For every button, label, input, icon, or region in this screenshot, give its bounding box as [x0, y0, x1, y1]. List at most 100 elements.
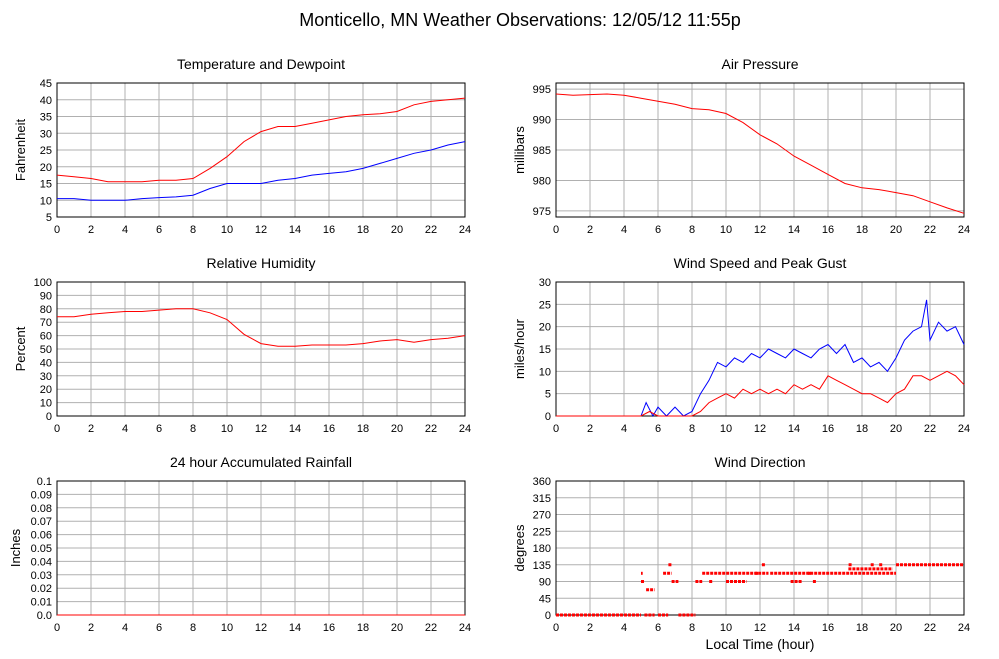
humidity-ytick-label: 50: [40, 344, 52, 356]
temp-xtick-label: 14: [289, 224, 301, 236]
temp-xtick-label: 20: [391, 224, 403, 236]
rain-xtick-label: 10: [221, 622, 233, 634]
pressure-xtick-label: 8: [689, 224, 695, 236]
rain-xtick-label: 4: [122, 622, 128, 634]
wind-xtick-label: 24: [958, 423, 970, 435]
pressure-xtick-label: 4: [621, 224, 627, 236]
pressure-xtick-label: 20: [890, 224, 902, 236]
temp-ytick-label: 20: [40, 162, 52, 174]
direction-ytick-label: 270: [533, 510, 551, 522]
direction-ytick-label: 90: [539, 577, 551, 589]
wind-xtick-label: 4: [621, 423, 627, 435]
wind-ylabel: miles/hour: [512, 318, 527, 379]
humidity-ytick-label: 10: [40, 398, 52, 410]
temp-xtick-label: 10: [221, 224, 233, 236]
humidity-ytick-label: 70: [40, 317, 52, 329]
temp-ylabel: Fahrenheit: [13, 119, 28, 182]
temp-frame: [56, 82, 466, 218]
pressure-xtick-label: 18: [856, 224, 868, 236]
wind-series-0-line: [556, 299, 965, 418]
humidity-xtick-label: 2: [88, 423, 94, 435]
direction-point: [848, 563, 852, 567]
direction-xtick-label: 4: [621, 622, 627, 634]
wind-xtick-label: 20: [890, 423, 902, 435]
humidity-ytick-label: 100: [34, 277, 52, 289]
direction-xtick-label: 20: [890, 622, 902, 634]
direction-point: [812, 580, 816, 583]
wind-ytick-label: 30: [539, 277, 551, 289]
temp-title: Temperature and Dewpoint: [177, 56, 345, 72]
direction-ytick-label: 135: [533, 560, 551, 572]
direction-ytick-label: 225: [533, 526, 551, 538]
humidity-ytick-label: 30: [40, 371, 52, 383]
direction-point: [870, 563, 874, 567]
humidity-xtick-label: 12: [255, 423, 267, 435]
wind-xtick-label: 8: [689, 423, 695, 435]
humidity-title: Relative Humidity: [207, 255, 316, 271]
temp-ytick-label: 35: [40, 112, 52, 124]
humidity-xtick-label: 20: [391, 423, 403, 435]
temp-xtick-label: 22: [425, 224, 437, 236]
temp-ytick-label: 45: [40, 78, 52, 90]
temp-ytick-label: 5: [46, 212, 52, 224]
temp-series-1-line: [57, 141, 466, 201]
pressure-title: Air Pressure: [721, 56, 798, 72]
humidity-xtick-label: 16: [323, 423, 335, 435]
pressure-xtick-label: 10: [720, 224, 732, 236]
humidity-ytick-label: 90: [40, 290, 52, 302]
temp-xtick-label: 8: [190, 224, 196, 236]
wind-xtick-label: 14: [788, 423, 800, 435]
wind-ytick-label: 10: [539, 366, 551, 378]
pressure-ylabel: millibars: [512, 126, 527, 174]
pressure-xtick-label: 0: [553, 224, 559, 236]
direction-xtick-label: 22: [924, 622, 936, 634]
x-axis-label: Local Time (hour): [706, 636, 815, 652]
wind-xtick-label: 2: [587, 423, 593, 435]
pressure-xtick-label: 2: [587, 224, 593, 236]
humidity-xtick-label: 18: [357, 423, 369, 435]
rain-ytick-label: 0.08: [31, 503, 52, 515]
humidity-ytick-label: 0: [46, 411, 52, 423]
temp-xtick-label: 16: [323, 224, 335, 236]
direction-point: [879, 563, 883, 567]
wind-ytick-label: 5: [545, 389, 551, 401]
wind-ytick-label: 0: [545, 411, 551, 423]
humidity-xtick-label: 0: [54, 423, 60, 435]
direction-xtick-label: 10: [720, 622, 732, 634]
rain-ylabel: Inches: [8, 528, 23, 567]
pressure-xtick-label: 16: [822, 224, 834, 236]
temp-ytick-label: 30: [40, 128, 52, 140]
rain-xtick-label: 20: [391, 622, 403, 634]
humidity-xtick-label: 8: [190, 423, 196, 435]
temp-xtick-label: 24: [459, 224, 471, 236]
direction-xtick-label: 0: [553, 622, 559, 634]
rain-xtick-label: 16: [323, 622, 335, 634]
direction-xtick-label: 24: [958, 622, 970, 634]
rain-ytick-label: 0.01: [31, 597, 52, 609]
rain-ytick-label: 0.1: [37, 476, 52, 488]
wind-xtick-label: 22: [924, 423, 936, 435]
wind-title: Wind Speed and Peak Gust: [674, 255, 847, 271]
temp-xtick-label: 18: [357, 224, 369, 236]
temp-ytick-label: 40: [40, 95, 52, 107]
pressure-xtick-label: 22: [924, 224, 936, 236]
temp-ytick-label: 25: [40, 145, 52, 157]
rain-xtick-label: 2: [88, 622, 94, 634]
rain-xtick-label: 12: [255, 622, 267, 634]
wind-ytick-label: 15: [539, 344, 551, 356]
direction-ytick-label: 45: [539, 593, 551, 605]
direction-xtick-label: 12: [754, 622, 766, 634]
pressure-series-0-line: [555, 93, 965, 214]
pressure-ytick-label: 990: [533, 115, 551, 127]
temp-series-0-line: [56, 97, 466, 183]
rain-ytick-label: 0.07: [31, 516, 52, 528]
direction-xtick-label: 6: [655, 622, 661, 634]
humidity-xtick-label: 24: [459, 423, 471, 435]
rain-xtick-label: 0: [54, 622, 60, 634]
pressure-ytick-label: 995: [533, 84, 551, 96]
humidity-xtick-label: 4: [122, 423, 128, 435]
